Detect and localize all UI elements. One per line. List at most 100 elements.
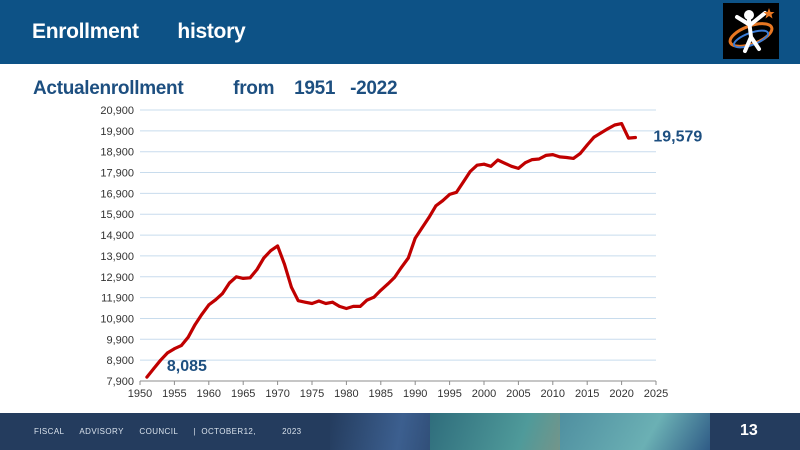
data-point — [503, 161, 507, 165]
x-tick-label: 2000 — [472, 388, 496, 400]
data-point — [489, 164, 493, 168]
x-tick-label: 1965 — [231, 388, 255, 400]
data-point — [427, 215, 431, 219]
data-point — [461, 180, 465, 184]
data-point — [578, 151, 582, 155]
data-point — [613, 123, 617, 127]
x-tick-label: 1955 — [162, 388, 186, 400]
data-point — [310, 302, 314, 305]
data-point — [276, 244, 279, 248]
y-tick-label: 13,900 — [100, 251, 134, 263]
data-point — [434, 204, 438, 208]
data-point — [145, 375, 149, 379]
data-point — [510, 164, 513, 168]
data-point — [228, 281, 231, 285]
data-point — [413, 236, 417, 240]
y-tick-label: 19,900 — [100, 126, 134, 138]
y-tick-label: 15,900 — [100, 209, 134, 221]
data-point — [585, 143, 589, 147]
data-point — [441, 199, 445, 203]
data-point — [455, 190, 458, 194]
y-tick-label: 17,900 — [100, 168, 134, 180]
data-point — [523, 161, 527, 165]
slide-header: Enrollment history — [0, 0, 800, 64]
data-point — [606, 127, 610, 131]
y-tick-label: 12,900 — [100, 272, 134, 284]
data-point — [166, 351, 169, 355]
data-point — [173, 347, 176, 351]
data-point — [338, 304, 341, 308]
data-point — [551, 153, 555, 157]
data-point — [393, 275, 396, 279]
data-point — [530, 158, 534, 162]
data-point — [633, 136, 637, 139]
start-value-label: 8,085 — [167, 358, 207, 375]
data-point — [475, 163, 479, 167]
data-point — [241, 277, 245, 280]
y-tick-label: 16,900 — [100, 188, 134, 200]
data-point — [200, 312, 204, 316]
x-tick-label: 2005 — [506, 388, 530, 400]
data-point — [331, 300, 335, 304]
data-point — [303, 300, 307, 304]
data-point — [365, 298, 369, 302]
y-tick-label: 14,900 — [100, 230, 134, 242]
data-point — [207, 303, 211, 307]
y-tick-label: 18,900 — [100, 147, 134, 159]
x-tick-label: 1995 — [437, 388, 461, 400]
data-point — [358, 304, 362, 308]
y-tick-label: 9,900 — [106, 334, 134, 346]
data-point — [193, 323, 197, 327]
data-point — [255, 268, 259, 271]
data-point — [406, 256, 410, 260]
data-point — [565, 156, 568, 159]
data-point — [386, 282, 390, 286]
data-point — [248, 276, 252, 280]
end-value-label: 19,579 — [653, 129, 702, 146]
data-point — [345, 307, 348, 310]
data-point — [537, 157, 541, 161]
data-point — [296, 299, 300, 303]
data-point — [496, 158, 500, 162]
x-tick-label: 2010 — [541, 388, 565, 400]
footer-decoration — [560, 413, 710, 450]
data-point — [214, 298, 218, 302]
x-tick-label: 1985 — [369, 388, 393, 400]
slide-footer: FISCAL ADVISORY COUNCIL | OCTOBER12, 202… — [0, 413, 800, 450]
footer-text: FISCAL ADVISORY COUNCIL | OCTOBER12, 202… — [34, 427, 302, 436]
data-point — [283, 262, 286, 266]
x-tick-label: 1975 — [300, 388, 324, 400]
data-point — [482, 162, 486, 166]
data-point — [152, 367, 156, 370]
data-point — [379, 288, 383, 292]
x-tick-label: 2015 — [575, 388, 599, 400]
x-tick-label: 1960 — [197, 388, 221, 400]
data-point — [517, 166, 520, 170]
y-tick-label: 20,900 — [100, 105, 134, 117]
data-point — [269, 249, 273, 253]
data-point — [221, 292, 224, 295]
chart-subtitle: Actualenrollment from 1951 -2022 — [33, 78, 398, 99]
data-point — [544, 154, 548, 157]
y-tick-label: 7,900 — [106, 376, 134, 388]
data-point — [317, 299, 321, 303]
dancing-figure-logo-icon — [723, 3, 779, 59]
y-tick-label: 11,900 — [101, 293, 134, 305]
x-tick-label: 1980 — [334, 388, 358, 400]
x-tick-label: 1950 — [128, 388, 152, 400]
data-point — [289, 285, 293, 289]
x-tick-label: 2020 — [609, 388, 633, 400]
data-point — [599, 131, 603, 135]
data-point — [468, 170, 472, 173]
data-point — [186, 335, 190, 339]
data-point — [627, 136, 630, 140]
data-point — [420, 226, 424, 230]
slide-title: Enrollment history — [32, 20, 246, 43]
data-point — [400, 265, 403, 269]
data-point — [324, 302, 328, 305]
data-point — [372, 295, 376, 299]
data-point — [179, 344, 183, 347]
data-point — [558, 155, 562, 159]
page-number: 13 — [740, 422, 758, 439]
x-tick-label: 1970 — [265, 388, 289, 400]
